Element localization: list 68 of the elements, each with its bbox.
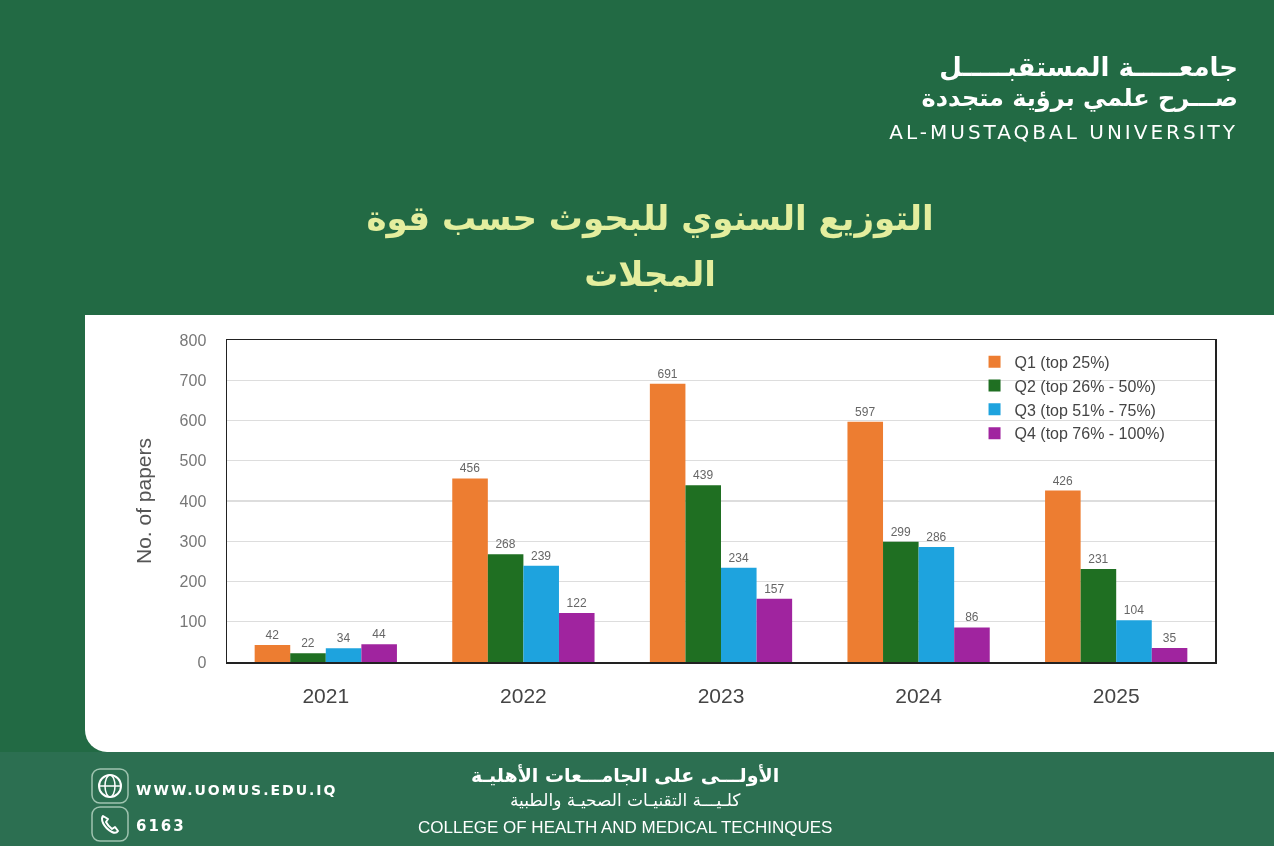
legend-label: Q4 (top 76% - 100%) [1014,425,1165,443]
x-tick-label: 2024 [895,683,943,707]
y-tick-label: 0 [197,653,207,671]
bar [325,648,362,662]
x-tick-label: 2023 [697,683,745,707]
data-label: 22 [301,636,315,651]
bar [649,383,686,662]
data-label: 239 [531,548,552,563]
bar [721,567,757,662]
legend-label: Q2 (top 26% - 50%) [1014,377,1156,395]
data-label: 597 [855,404,876,419]
y-tick-label: 400 [179,492,207,510]
x-tick-label: 2022 [500,683,547,707]
text: جامعـــــة المستقبـــــل [939,52,1238,82]
y-tick-label: 500 [179,452,207,470]
bar [756,598,793,662]
text: WWW.UOMUS.EDU.IQ [136,782,338,798]
y-tick-label: 100 [179,613,207,631]
bar [954,627,990,662]
data-label: 35 [1162,630,1177,645]
data-label: 34 [336,631,351,646]
bar [918,546,955,662]
x-tick-label: 2025 [1092,683,1140,707]
text: الأولـــى على الجامـــعات الأهليـة [471,764,780,786]
bar [523,565,559,662]
data-label: 104 [1123,603,1145,618]
y-tick-label: 800 [179,331,207,349]
bar [685,485,721,662]
text: كلـيـــة التقنيـات الصحيـة والطبية [510,790,741,810]
y-tick-label: 200 [179,573,207,591]
data-label: 234 [728,550,749,565]
bar [361,644,397,662]
data-label: 268 [495,537,516,552]
data-label: 231 [1088,552,1109,567]
data-label: 691 [657,366,678,381]
data-label: 86 [965,610,979,625]
legend-label: Q3 (top 51% - 75%) [1014,401,1156,419]
text: صـــرح علمي برؤية متجددة [921,84,1238,112]
text: COLLEGE OF HEALTH AND MEDICAL TECHINQUES [418,818,833,838]
bar [883,541,919,662]
bar [254,645,291,662]
data-label: 426 [1052,473,1074,488]
bar [1080,569,1117,662]
bar [558,612,595,662]
data-label: 157 [764,581,785,596]
legend-label: Q1 (top 25%) [1014,353,1110,371]
data-label: 122 [566,595,587,610]
data-label: 456 [459,461,481,476]
chart-title: التوزيع السنوي للبحوث حسب قوة المجلات [365,197,935,296]
bar [847,421,884,662]
x-tick-label: 2021 [302,683,350,707]
bar [487,554,524,662]
data-label: 299 [890,524,911,539]
bar [1151,647,1188,662]
y-tick-label: 700 [179,371,207,389]
y-tick-label: 600 [179,412,207,430]
data-label: 286 [926,529,947,544]
bar [452,478,488,662]
bar [1045,490,1081,662]
data-label: 44 [372,627,386,642]
data-label: 439 [693,468,714,483]
data-label: 42 [265,628,280,643]
y-tick-label: 300 [179,532,207,550]
y-axis-title: No. of papers [132,437,155,565]
bar [290,653,326,662]
text: AL-MUSTAQBAL UNIVERSITY [889,120,1238,144]
bar [1116,620,1152,662]
text: 6163 [136,817,186,835]
